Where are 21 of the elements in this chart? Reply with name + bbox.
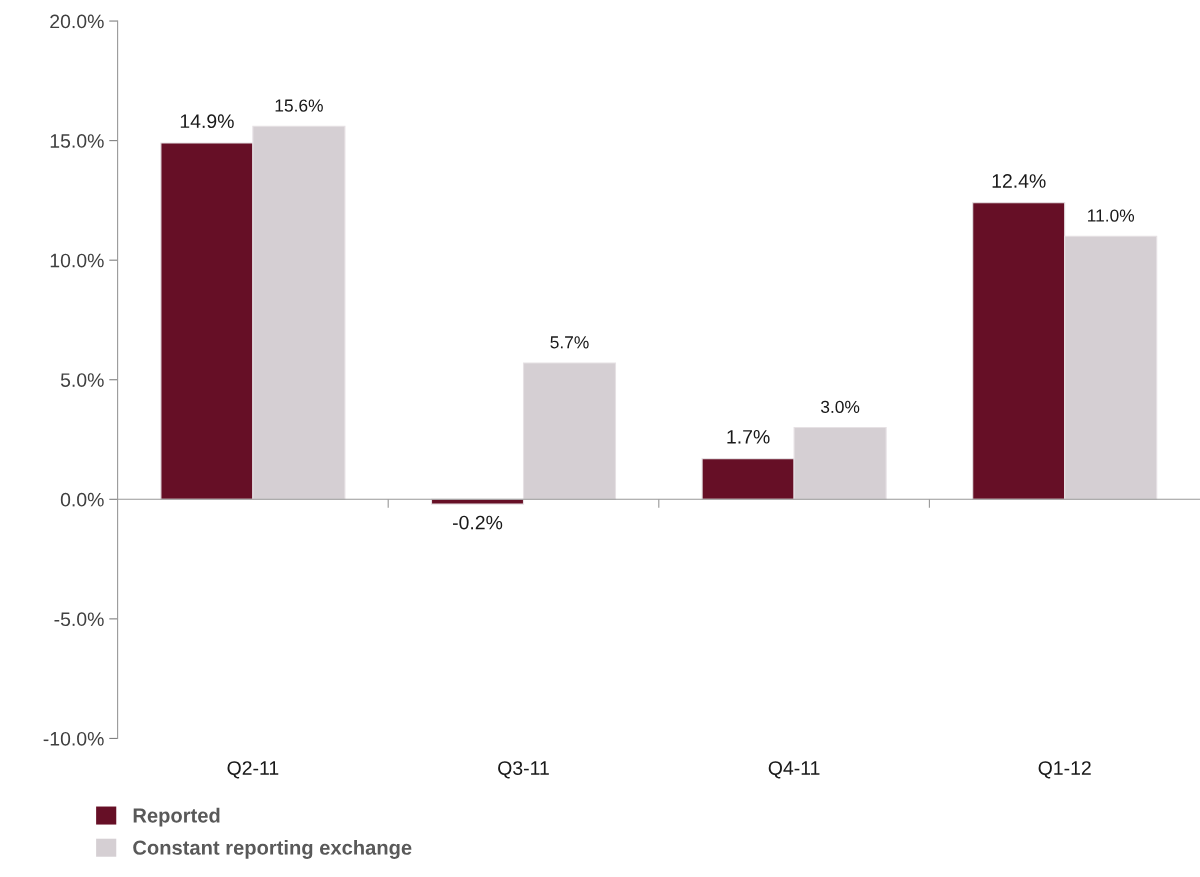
y-tick-label: 5.0% xyxy=(60,373,104,387)
y-tick-label: 10.0% xyxy=(50,253,104,268)
data-label: 11.0% xyxy=(1088,209,1135,222)
legend-label: Constant reporting exchange xyxy=(133,840,412,859)
legend-label: Reported xyxy=(133,807,220,827)
y-tick-label: 20.0% xyxy=(50,14,104,29)
data-label: 5.7% xyxy=(550,336,589,349)
x-tick-label: Q4-11 xyxy=(768,761,820,779)
y-tick-label: 15.0% xyxy=(50,134,104,148)
y-tick-label: -5.0% xyxy=(54,612,104,627)
data-label: 1.7% xyxy=(727,430,770,444)
data-label: -0.2% xyxy=(452,515,503,530)
y-tick-label: 0.0% xyxy=(60,492,104,507)
x-tick-label: Q2-11 xyxy=(227,761,279,779)
data-label: 14.9% xyxy=(180,114,234,129)
data-label: 15.6% xyxy=(275,99,323,112)
x-tick-label: Q3-11 xyxy=(498,761,549,779)
data-label: 12.4% xyxy=(992,174,1046,188)
data-label: 3.0% xyxy=(820,400,860,414)
y-tick-label: -10.0% xyxy=(43,731,104,746)
x-tick-label: Q1-12 xyxy=(1038,761,1091,779)
